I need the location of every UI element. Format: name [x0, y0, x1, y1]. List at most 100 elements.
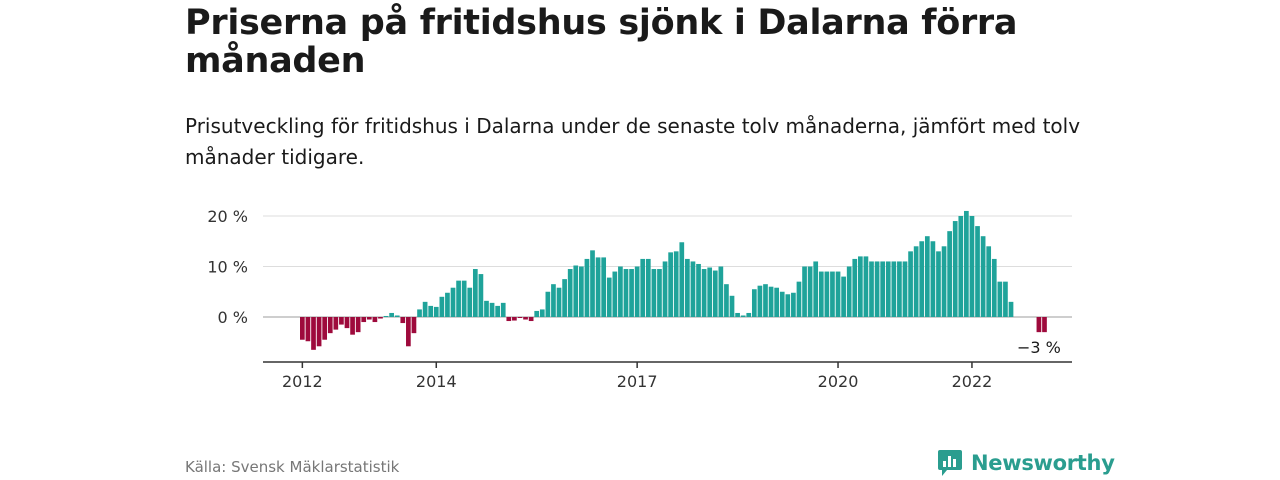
bar [802, 266, 807, 317]
bar [495, 305, 500, 317]
bar [344, 317, 350, 329]
bar [512, 317, 517, 321]
annotation-label: −3 % [1017, 338, 1061, 357]
bar [372, 317, 378, 323]
bar [562, 279, 567, 317]
bar [673, 251, 679, 317]
brand-logo: Newsworthy [937, 448, 1115, 478]
bar [484, 300, 489, 317]
bar [897, 261, 902, 317]
bar [601, 257, 607, 317]
bar [472, 269, 478, 317]
bar [986, 246, 992, 317]
bar [835, 271, 841, 317]
bar [869, 261, 874, 317]
bar [969, 216, 975, 317]
bar [311, 317, 316, 350]
bar [813, 261, 819, 317]
bar [785, 294, 791, 317]
bar [729, 295, 735, 317]
bar [584, 258, 590, 317]
bar [768, 286, 774, 317]
chart-title: Priserna på fritidshus sjönk i Dalarna f… [185, 3, 1018, 81]
bar [980, 236, 986, 317]
bar [450, 287, 456, 317]
bar [936, 251, 941, 317]
bar [930, 241, 936, 317]
bar [439, 296, 445, 317]
bar [690, 261, 696, 317]
bar [567, 269, 573, 317]
bar [774, 287, 779, 317]
bar [662, 261, 668, 317]
bar [556, 287, 562, 317]
bar [718, 266, 724, 317]
bar [964, 210, 969, 317]
x-tick-label: 2012 [282, 372, 323, 391]
bar [623, 269, 629, 317]
bar [701, 269, 707, 317]
y-tick-label: 0 % [218, 308, 248, 327]
bar [891, 261, 897, 317]
bar [417, 309, 422, 317]
bars [300, 210, 1047, 350]
bar [685, 258, 690, 317]
bar [461, 280, 467, 317]
bar [350, 317, 355, 335]
bar [551, 284, 556, 317]
x-axis [263, 361, 1072, 368]
bar [858, 256, 863, 317]
bar [947, 231, 952, 317]
bar [975, 226, 980, 317]
bar [791, 292, 796, 317]
bar [389, 312, 394, 317]
bar [779, 291, 785, 317]
bar [411, 317, 417, 334]
bar [852, 258, 858, 317]
bar [606, 277, 612, 317]
bar [863, 256, 869, 317]
bar [740, 315, 746, 317]
bar [640, 258, 646, 317]
bar [880, 261, 886, 317]
bar [634, 266, 640, 317]
bar [573, 265, 579, 317]
y-tick-label: 10 % [207, 258, 248, 277]
bar [696, 263, 701, 317]
bar [534, 310, 540, 317]
labels: 20 % 10 % 0 % 2012 2014 2017 2020 2022 −3 % [207, 207, 1061, 391]
bar [378, 317, 383, 319]
bar [400, 317, 406, 324]
bar [539, 309, 545, 317]
bar [830, 271, 835, 317]
bar [991, 258, 997, 317]
bar [874, 261, 880, 317]
bar [885, 261, 891, 317]
bar [645, 258, 651, 317]
bar [422, 301, 428, 317]
bar [333, 317, 339, 330]
bar [366, 317, 372, 320]
bar [545, 291, 551, 317]
bar [361, 317, 367, 323]
bar [305, 317, 311, 342]
bar-chart: 20 % 10 % 0 % 2012 2014 2017 2020 2022 −3 % [207, 207, 1072, 391]
bar [908, 251, 913, 317]
bar [316, 317, 322, 347]
bar [679, 242, 685, 317]
bar [406, 317, 411, 347]
bar [445, 292, 450, 317]
bar [428, 305, 434, 317]
bar [796, 281, 802, 317]
bar [383, 315, 389, 317]
bar [489, 302, 495, 317]
bar [517, 317, 523, 319]
bar [327, 317, 333, 334]
bar [757, 285, 763, 317]
bar [528, 317, 534, 322]
y-tick-label: 20 % [207, 207, 248, 226]
x-tick-label: 2017 [617, 372, 658, 391]
bar [506, 317, 512, 322]
bar [500, 302, 506, 317]
bar [1042, 317, 1047, 333]
